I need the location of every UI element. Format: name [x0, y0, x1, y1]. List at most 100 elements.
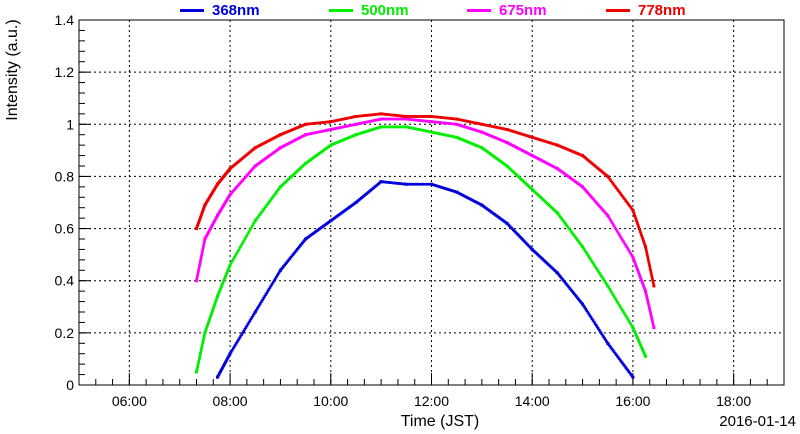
legend-label: 675nm: [499, 1, 547, 19]
data-point: [592, 320, 596, 324]
x-tick-label: 12:00: [414, 393, 449, 409]
data-point: [619, 305, 622, 309]
data-point: [245, 234, 249, 237]
data-point: [631, 208, 635, 212]
data-point: [623, 312, 626, 316]
data-point: [564, 222, 568, 226]
data-point: [203, 333, 206, 336]
data-point: [239, 245, 242, 248]
data-point: [610, 347, 614, 351]
data-point: [627, 370, 631, 373]
data-point: [612, 350, 616, 354]
data-point: [613, 296, 617, 300]
data-point: [222, 279, 226, 283]
data-point: [624, 365, 627, 369]
data-point: [567, 227, 571, 230]
data-point: [634, 264, 638, 268]
data-point: [199, 260, 202, 263]
data-point: [272, 194, 276, 197]
data-point: [584, 250, 588, 254]
data-point: [283, 263, 286, 267]
data-point: [569, 229, 573, 233]
data-point: [628, 371, 632, 375]
data-point: [602, 278, 605, 281]
data-point: [629, 252, 633, 256]
data-point: [248, 319, 252, 322]
data-point: [622, 310, 625, 314]
data-point: [199, 258, 202, 262]
data-point: [641, 282, 645, 286]
data-point: [198, 262, 202, 265]
data-point: [277, 188, 280, 191]
data-point: [651, 281, 655, 284]
data-point: [558, 214, 561, 218]
data-point: [591, 261, 595, 265]
data-point: [196, 365, 199, 369]
data-point: [617, 303, 621, 307]
data-point: [634, 218, 638, 221]
data-point: [246, 322, 250, 326]
data-point: [404, 125, 408, 129]
data-point: [589, 258, 593, 262]
data-point: [225, 271, 229, 275]
data-point: [235, 341, 238, 345]
data-point: [215, 296, 219, 300]
data-point: [598, 271, 601, 275]
data-point: [646, 300, 650, 304]
legend-label: 368nm: [212, 1, 260, 19]
data-point: [266, 289, 270, 293]
data-point: [624, 314, 627, 317]
data-point: [201, 342, 204, 346]
data-point: [530, 187, 534, 191]
data-point: [626, 317, 629, 321]
data-point: [587, 255, 591, 258]
data-point: [268, 199, 272, 203]
data-point: [267, 201, 271, 204]
data-point: [623, 197, 626, 201]
data-point: [213, 304, 216, 307]
data-point: [636, 270, 640, 273]
data-point: [258, 213, 261, 217]
data-point: [291, 253, 295, 256]
legend-swatch: [606, 8, 630, 12]
data-point: [613, 185, 617, 188]
data-point: [262, 296, 265, 300]
data-point: [614, 353, 618, 356]
data-point: [217, 291, 221, 294]
data-point: [195, 227, 198, 231]
data-point: [631, 326, 635, 330]
data-point: [623, 242, 626, 245]
data-point: [648, 266, 652, 270]
data-point: [621, 194, 624, 198]
data-point: [582, 304, 585, 308]
data-point: [652, 324, 655, 328]
data-point: [530, 135, 534, 139]
data-point: [202, 336, 206, 340]
data-point: [629, 373, 633, 376]
data-point: [572, 292, 576, 296]
data-point: [201, 248, 205, 251]
data-point: [199, 351, 202, 354]
data-point: [264, 293, 268, 296]
data-point: [196, 362, 200, 366]
data-point: [625, 315, 628, 319]
data-point: [201, 341, 205, 344]
data-point: [601, 276, 604, 280]
data-point: [645, 294, 648, 298]
data-point: [282, 265, 285, 268]
data-point: [285, 261, 289, 264]
x-tick-label: 14:00: [515, 393, 550, 409]
data-point: [588, 314, 592, 317]
data-point: [236, 340, 239, 343]
data-point: [650, 273, 653, 276]
data-point: [242, 329, 246, 333]
data-point: [273, 277, 277, 281]
data-point: [597, 327, 600, 330]
data-point: [230, 260, 234, 263]
data-point: [615, 300, 619, 303]
data-point: [238, 336, 241, 340]
data-point: [622, 240, 625, 243]
data-point: [223, 278, 226, 281]
data-point: [631, 375, 635, 379]
data-point: [639, 277, 643, 280]
